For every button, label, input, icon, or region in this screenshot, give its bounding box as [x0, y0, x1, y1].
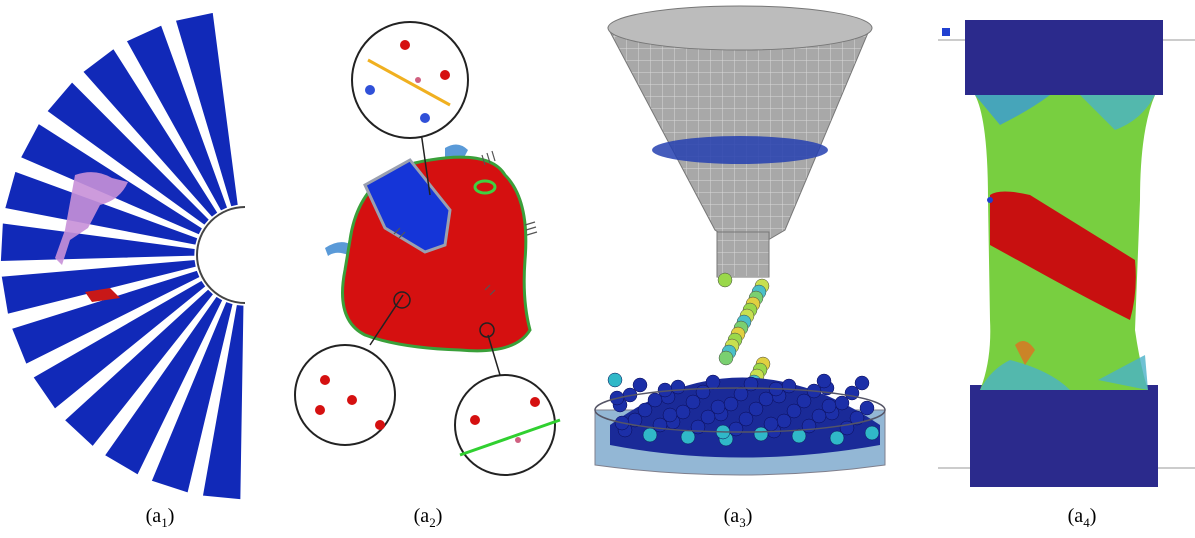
blade: [103, 294, 225, 477]
blue-zone-top: [975, 95, 1050, 125]
pile-particle: [738, 411, 754, 427]
pile-particle: [854, 375, 870, 391]
pile-particle: [791, 428, 807, 444]
pile-particle: [700, 409, 716, 425]
pile-particle: [796, 393, 812, 409]
hopper-rim: [607, 5, 873, 51]
zoom-source-2: [393, 291, 411, 309]
blue-zone-bottom-right: [1098, 355, 1148, 390]
caption-a3: (a3): [723, 505, 753, 530]
blade: [201, 303, 245, 500]
particle: [320, 375, 330, 385]
pile-particle: [864, 425, 880, 441]
pile-particle: [710, 399, 726, 415]
blue-region: [363, 158, 452, 254]
pile-particle: [743, 376, 759, 392]
particle: [347, 395, 357, 405]
blade-fan: [0, 11, 245, 500]
hot-spot: [1015, 341, 1035, 365]
panel-a4: (a4): [930, 0, 1195, 538]
pile-particle: [647, 392, 663, 408]
blade: [174, 11, 240, 208]
particle: [987, 197, 993, 203]
blue-zone-bottom: [980, 360, 1070, 390]
caption-a1: (a1): [145, 505, 175, 530]
bottom-grip: [970, 385, 1158, 487]
pile-particle: [786, 403, 802, 419]
pile-particles: [607, 372, 880, 447]
interface-line: [367, 58, 451, 107]
zoom-circle-top: [351, 21, 469, 139]
hopper-fill: [652, 136, 828, 164]
blade: [81, 47, 220, 219]
pile-particle: [859, 400, 875, 416]
dish-rim: [594, 387, 886, 433]
particle: [420, 113, 430, 123]
pile-particle: [811, 408, 827, 424]
pile-particle: [821, 398, 837, 414]
pile-particle: [758, 391, 774, 407]
particle: [315, 405, 325, 415]
blue-zone-top-right: [1080, 95, 1155, 130]
fracture-debris: [55, 172, 128, 265]
particle: [470, 415, 480, 425]
zoom-circle-bottom-left: [294, 344, 396, 446]
panel-a2: (a2): [290, 0, 580, 538]
pile-particle: [705, 374, 721, 390]
blade: [10, 269, 202, 366]
boundary-line: [459, 418, 561, 457]
falling-particle: [717, 272, 733, 288]
vessel-left: [325, 242, 352, 256]
green-ring: [473, 179, 497, 195]
pile-particle: [748, 401, 764, 417]
pile-particle: [607, 372, 623, 388]
shear-band: [990, 191, 1136, 320]
zoom-line-3: [487, 334, 501, 376]
pile-particle: [781, 378, 797, 394]
hopper-granular-flow-simulation: [594, 5, 886, 476]
force-arrows: [393, 150, 538, 296]
particle: [530, 397, 540, 407]
blade: [45, 80, 211, 227]
blade: [31, 278, 208, 411]
pile-particle: [816, 373, 832, 389]
pile-particle: [763, 416, 779, 432]
particle: [400, 40, 410, 50]
blade: [63, 287, 215, 449]
pile-particle: [733, 386, 749, 402]
fracture-hotspot: [85, 288, 120, 302]
particle: [515, 437, 521, 443]
particle: [415, 77, 421, 83]
particle: [375, 420, 385, 430]
panel-a1: (a1): [0, 0, 260, 538]
pile-particle: [670, 379, 686, 395]
pile-particle: [829, 430, 845, 446]
zoom-circle-bottom-right: [454, 374, 556, 476]
hub-cut: [245, 180, 260, 330]
particle: [365, 85, 375, 95]
pile-particle: [632, 377, 648, 393]
caption-a4: (a4): [1067, 505, 1097, 530]
zoom-source-3: [479, 322, 495, 338]
particle-heart-simulation: [294, 21, 561, 476]
pile-particle: [637, 402, 653, 418]
falling-particle: [718, 350, 734, 366]
blade: [124, 23, 229, 213]
tensile-specimen-shear-band-simulation: [938, 20, 1195, 487]
particle: [440, 70, 450, 80]
caption-a2: (a2): [413, 505, 443, 530]
top-grip: [965, 20, 1163, 95]
zoom-line-2: [369, 294, 404, 346]
blade: [149, 300, 235, 495]
axis-marker: [942, 28, 950, 36]
panel-a3: (a3): [590, 0, 910, 538]
hopper-nozzle: [716, 231, 770, 278]
fan-blade-fracture-simulation: [0, 11, 260, 500]
blade: [0, 258, 198, 316]
pile-particle: [662, 407, 678, 423]
pile-particle: [685, 394, 701, 410]
pile-particle: [753, 426, 769, 442]
